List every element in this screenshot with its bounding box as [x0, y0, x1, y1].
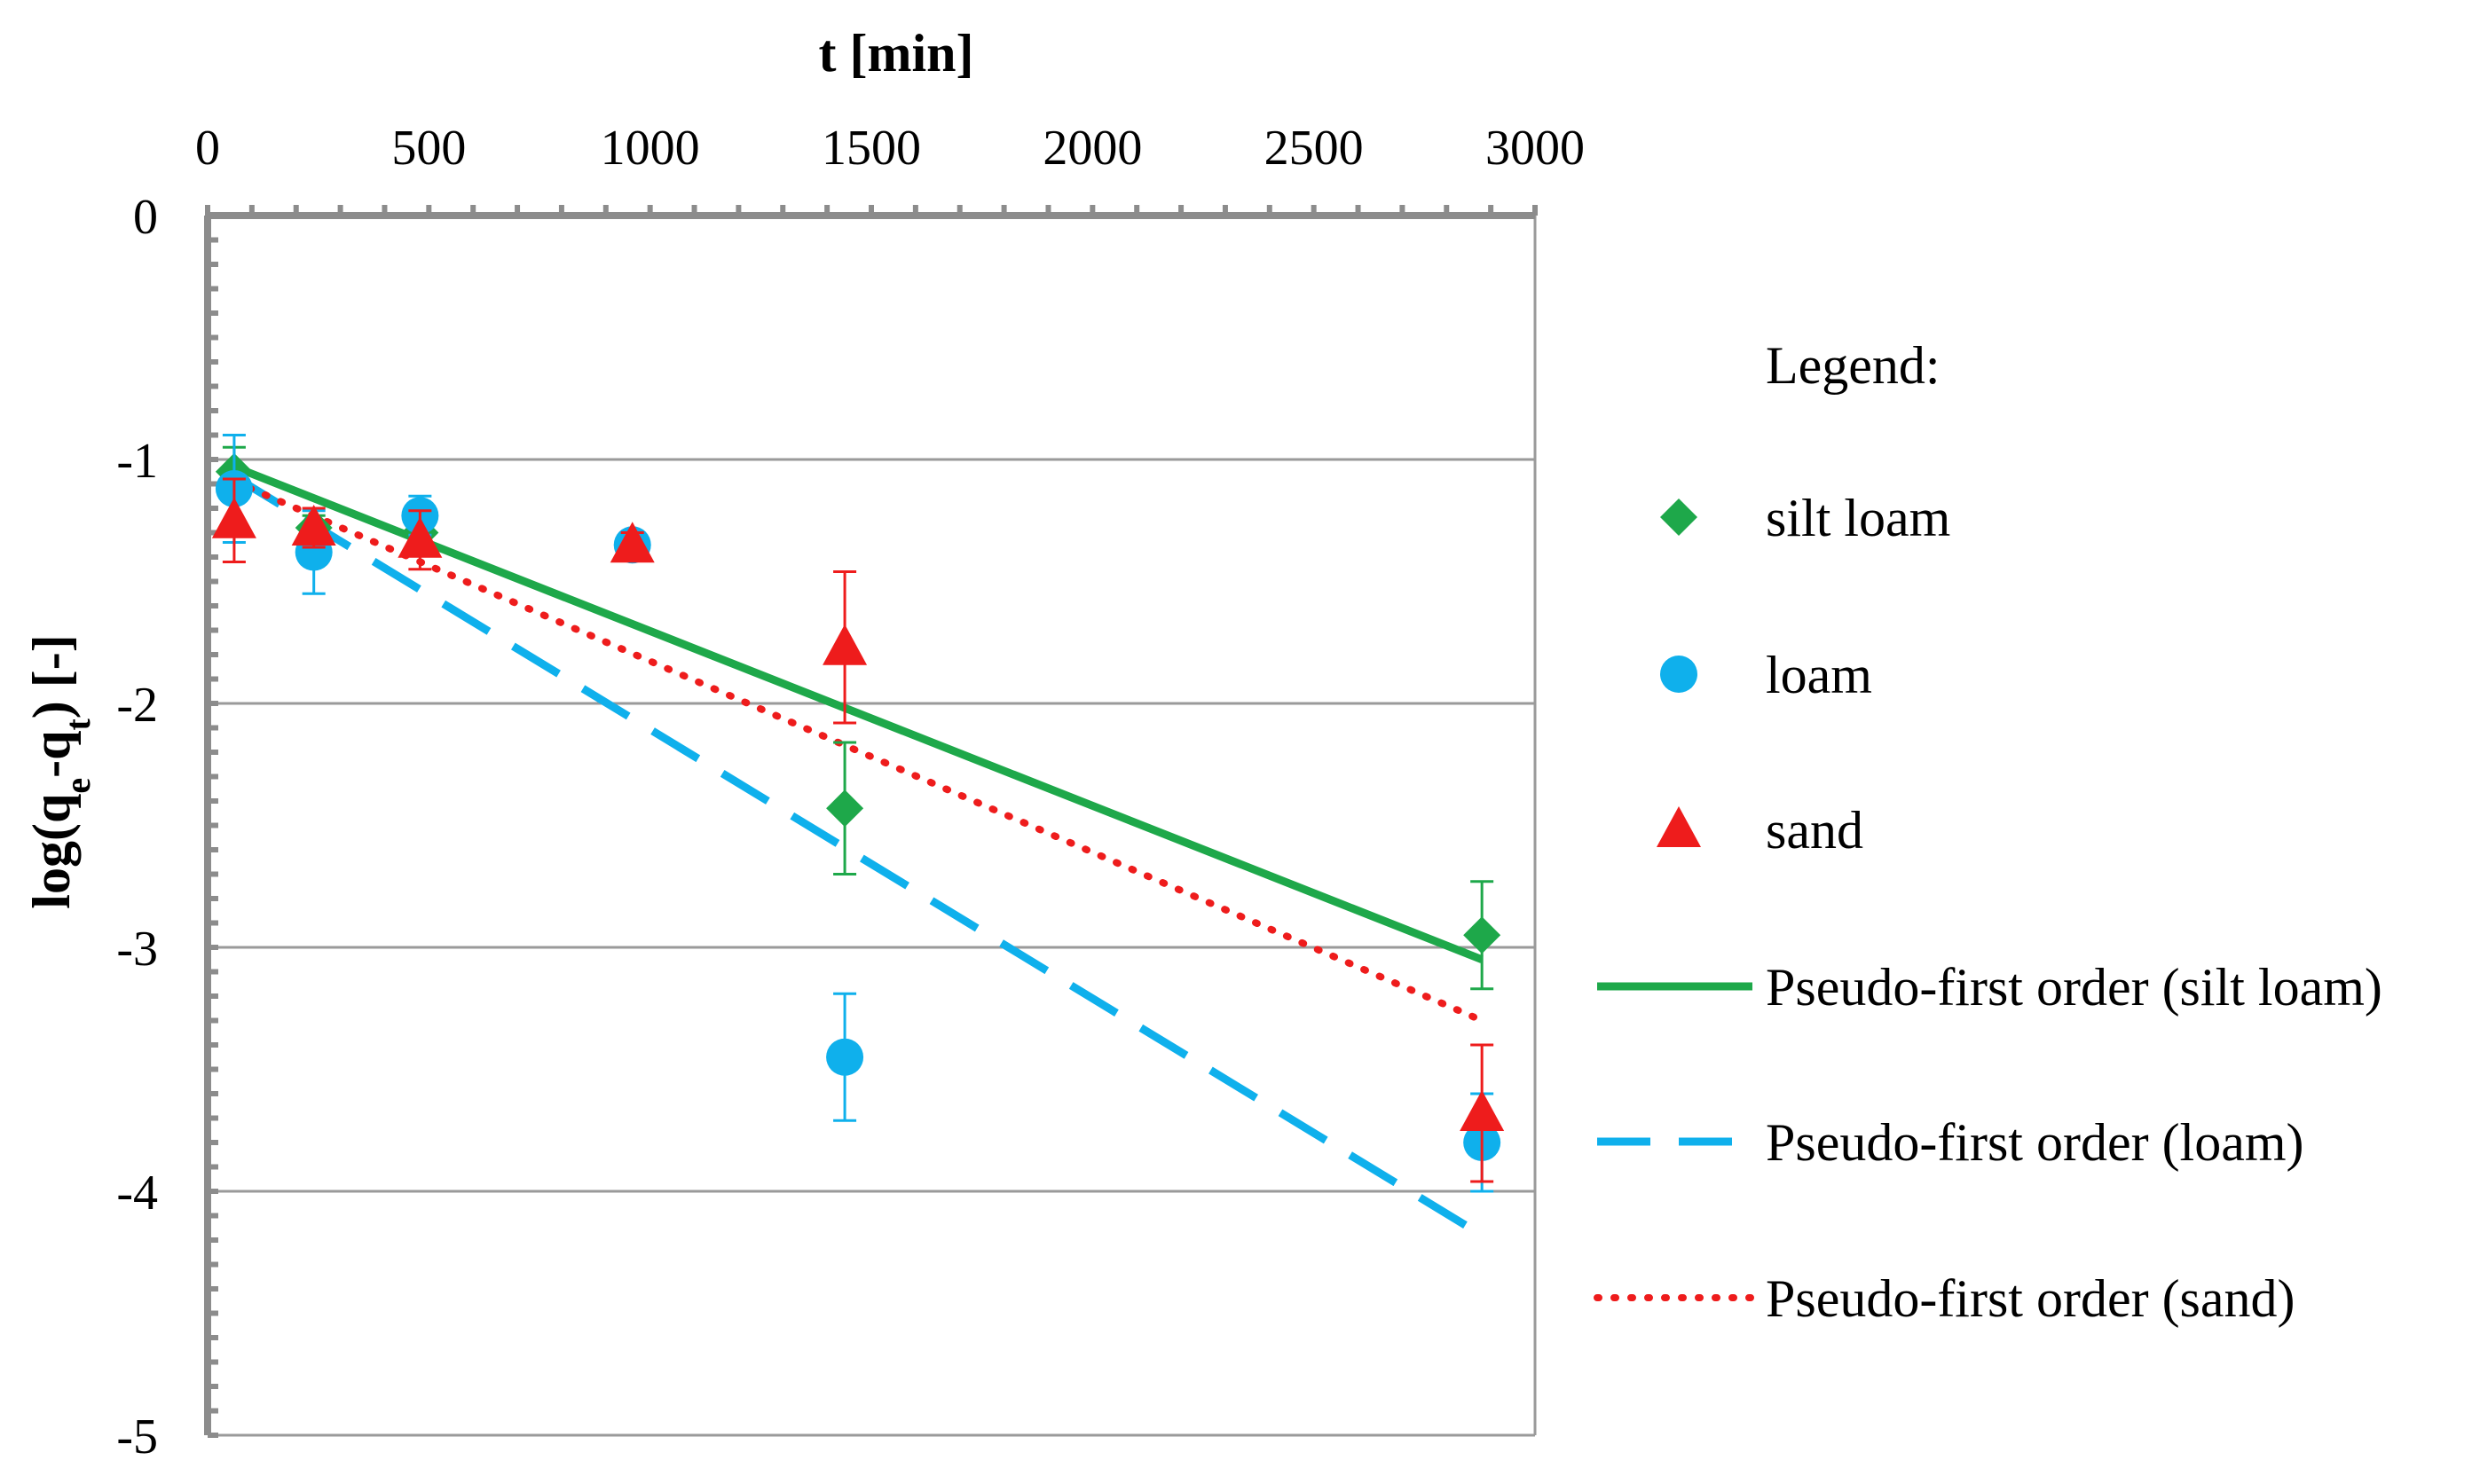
legend-title: Legend: [1766, 336, 1941, 395]
x-tick-label: 1000 [601, 121, 700, 176]
circle-marker [1660, 656, 1697, 693]
y-axis-title: log(qe-qt) [-] [22, 634, 98, 908]
triangle-marker [211, 497, 256, 538]
y-axis-title-subscript: t [58, 718, 98, 731]
y-tick-label: -1 [116, 434, 158, 489]
y-axis-title-subscript: e [58, 778, 98, 794]
x-tick-label: 500 [391, 121, 466, 176]
fit-line [230, 477, 1486, 1025]
x-tick-label: 0 [195, 121, 220, 176]
legend-label: loam [1766, 646, 1872, 704]
triangle-marker [291, 505, 336, 546]
y-axis-title-part: log(q [22, 794, 81, 909]
legend-label: Pseudo-first order (sand) [1766, 1269, 2295, 1328]
diamond-marker [826, 789, 864, 828]
y-tick-label: -4 [116, 1166, 158, 1221]
x-tick-label: 2500 [1264, 121, 1364, 176]
y-tick-label: 0 [133, 190, 158, 245]
x-tick-label: 3000 [1485, 121, 1585, 176]
fit-line [232, 463, 1484, 963]
legend-label: silt loam [1766, 489, 1950, 547]
series-triangle [211, 477, 1505, 1183]
y-tick-label: -2 [116, 678, 158, 733]
y-axis-title-part: -q [22, 731, 81, 778]
fit-line [232, 473, 1484, 1239]
triangle-marker [398, 516, 443, 558]
diamond-marker [1463, 916, 1501, 954]
legend-label: Pseudo-first order (silt loam) [1766, 958, 2382, 1017]
x-tick-label: 2000 [1043, 121, 1142, 176]
x-tick-label: 1500 [822, 121, 921, 176]
x-axis-title: t [min] [819, 24, 974, 82]
y-tick-label: -3 [116, 922, 158, 977]
triangle-marker [1657, 806, 1701, 847]
legend-label: Pseudo-first order (loam) [1766, 1113, 2304, 1172]
diamond-marker [1660, 499, 1697, 536]
triangle-marker [823, 624, 868, 665]
circle-marker [826, 1038, 864, 1076]
triangle-marker [1460, 1090, 1505, 1131]
y-axis-title-part: ) [-] [22, 634, 81, 718]
y-tick-label: -5 [116, 1409, 158, 1464]
triangle-marker [610, 522, 655, 563]
legend-label: sand [1766, 801, 1863, 860]
